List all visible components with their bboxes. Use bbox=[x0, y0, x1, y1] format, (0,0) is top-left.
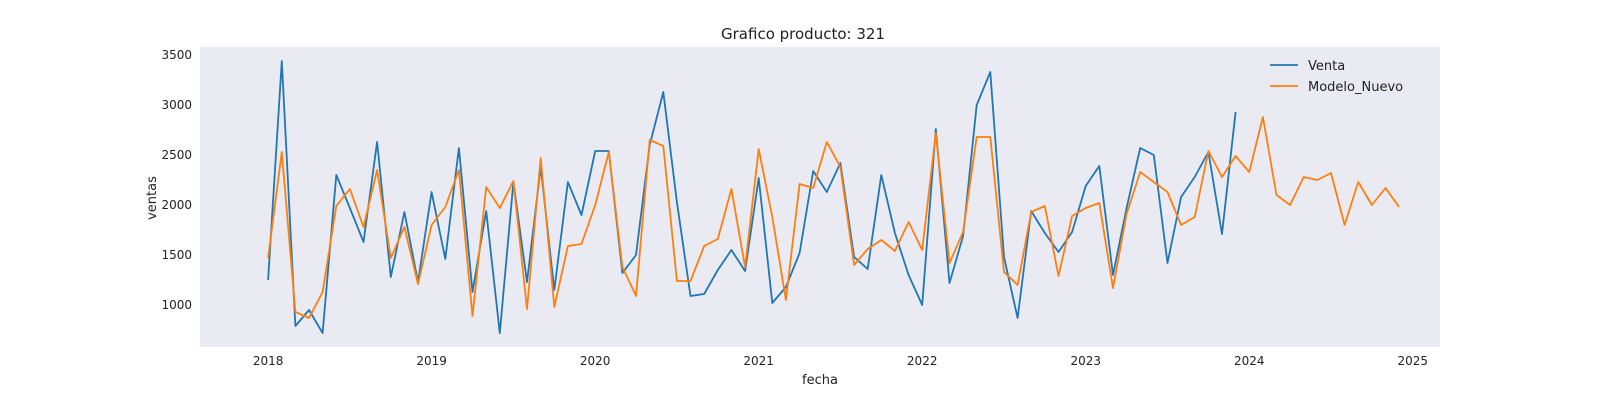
y-axis-label: ventas bbox=[145, 176, 160, 220]
y-tick-label: 2000 bbox=[161, 198, 192, 212]
y-tick-label: 2500 bbox=[161, 148, 192, 162]
y-tick-label: 1500 bbox=[161, 248, 192, 262]
x-tick-label: 2025 bbox=[1397, 354, 1428, 368]
series-line-venta bbox=[267, 60, 1237, 334]
x-tick-label: 2022 bbox=[907, 354, 938, 368]
series-layer bbox=[267, 60, 1400, 334]
y-tick-label: 3000 bbox=[161, 98, 192, 112]
y-tick-label: 3500 bbox=[161, 48, 192, 62]
legend: Venta Modelo_Nuevo bbox=[1270, 59, 1403, 95]
x-tick-label: 2024 bbox=[1234, 354, 1265, 368]
x-tick-label: 2023 bbox=[1070, 354, 1101, 368]
x-tick-label: 2018 bbox=[253, 354, 284, 368]
x-axis-label: fecha bbox=[802, 373, 838, 388]
x-tick-label: 2021 bbox=[743, 354, 774, 368]
x-axis: 2018 2019 2020 2021 2022 2023 2024 2025 bbox=[253, 354, 1428, 368]
legend-label: Venta bbox=[1308, 59, 1345, 74]
series-line-modelo-nuevo bbox=[267, 116, 1400, 319]
y-tick-label: 1000 bbox=[161, 298, 192, 312]
legend-label: Modelo_Nuevo bbox=[1308, 80, 1403, 95]
chart-title: Grafico producto: 321 bbox=[721, 25, 885, 43]
y-axis: 1000 1500 2000 2500 3000 3500 bbox=[161, 48, 192, 312]
x-tick-label: 2019 bbox=[416, 354, 447, 368]
x-tick-label: 2020 bbox=[580, 354, 611, 368]
plot-area bbox=[200, 47, 1440, 347]
